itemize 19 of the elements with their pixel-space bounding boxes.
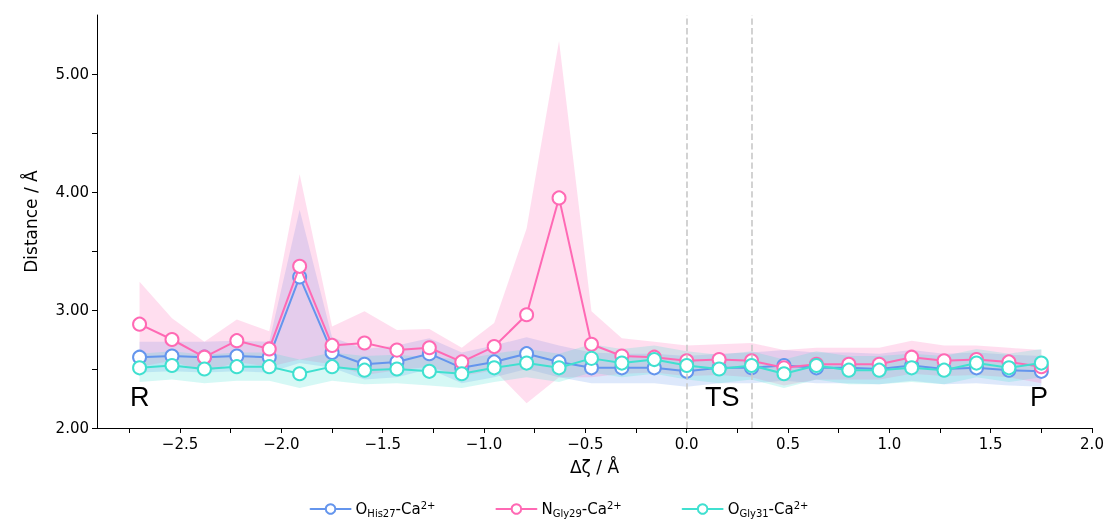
annotation: R — [130, 381, 150, 412]
y-tick-label: 5.00 — [55, 65, 89, 83]
x-tick-label: 1.0 — [877, 434, 902, 453]
x-tick-label: −1.5 — [364, 434, 401, 453]
x-tick-label: −2.0 — [263, 434, 300, 453]
y-tick-label: 4.00 — [55, 183, 89, 201]
y-tick-label: 2.00 — [55, 419, 89, 437]
y-tick-label: 3.00 — [55, 301, 89, 319]
annotation: TS — [705, 381, 740, 412]
x-tick-label: 1.5 — [978, 434, 1003, 453]
x-tick-label: 0.5 — [776, 434, 800, 453]
x-tick-label: 0.0 — [674, 434, 699, 453]
x-tick-label: −1.0 — [465, 434, 503, 453]
y-axis-title: Distance / Å — [19, 169, 41, 273]
annotation: P — [1030, 381, 1049, 412]
x-tick-label: −0.5 — [567, 434, 604, 453]
x-tick-label: 2.0 — [1080, 434, 1104, 453]
x-tick-label: −2.5 — [161, 434, 199, 453]
x-axis-title: Δζ / Å — [569, 455, 620, 477]
